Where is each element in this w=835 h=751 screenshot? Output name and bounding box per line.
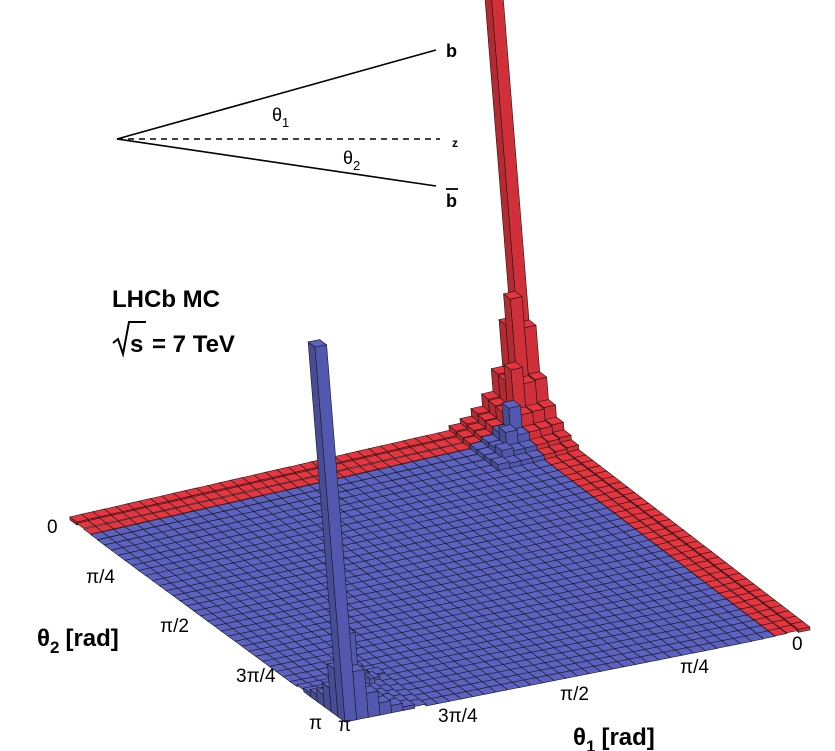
histogram-bin: [536, 399, 557, 408]
histogram-bin: [448, 422, 469, 432]
histogram-bin: [502, 290, 523, 300]
histogram-bin: [484, 418, 505, 427]
histogram-bin: [521, 423, 542, 433]
b-quark-line: [116, 49, 437, 140]
histogram-bin: [551, 429, 572, 439]
histogram-bin: [544, 416, 565, 426]
histogram-bin: [307, 339, 328, 348]
histogram-bin: [490, 456, 511, 465]
histogram-bin: [503, 361, 524, 371]
theta1-angle-label: θ1: [272, 105, 289, 130]
histogram-bin: [540, 433, 561, 442]
theta2-tick-2: π/2: [160, 616, 189, 637]
theta1-tick-1: π/4: [680, 657, 709, 678]
histogram-bin: [498, 424, 518, 433]
theta1-axis: 0 π/4 π/2 3π/4 π θ1 [rad]: [338, 634, 803, 751]
histogram-bin: [494, 442, 515, 451]
z-axis-label: z: [452, 136, 458, 150]
theta1-axis-title: θ1 [rad]: [573, 724, 655, 751]
annotation-line1: LHCb MC: [112, 286, 220, 313]
histogram-bin: [778, 624, 799, 634]
histogram-bin: [75, 520, 96, 529]
histogram-bin: [527, 371, 548, 381]
histogram-bin: [532, 420, 553, 430]
theta2-axis-title: θ2 [rad]: [37, 625, 119, 657]
histogram-bin: [536, 446, 557, 456]
histogram-bin: [501, 399, 522, 409]
theta1-tick-3: 3π/4: [438, 706, 478, 727]
histogram-bin: [69, 513, 89, 523]
sqrt-symbol: [112, 321, 146, 358]
theta1-tick-0: 0: [792, 634, 803, 655]
theta1-tick-4: π: [338, 715, 351, 736]
annotation-sqrt-arg: s: [130, 331, 143, 358]
annotation-energy: = 7 TeV: [152, 331, 235, 358]
histogram-bin: [790, 621, 811, 630]
theta2-angle-label: θ2: [343, 148, 360, 173]
histogram-bin: [466, 422, 487, 431]
theta2-tick-4: π: [309, 713, 322, 734]
histogram-bin: [477, 412, 498, 421]
angle-diagram: b b z θ1 θ2: [116, 41, 458, 211]
theta2-tick-0: 0: [47, 517, 58, 538]
theta1-tick-2: π/2: [560, 684, 589, 705]
theta2-tick-1: π/4: [86, 567, 115, 588]
histogram-bin: [470, 405, 491, 415]
histogram-bin: [480, 390, 501, 400]
experiment-annotation: LHCb MC s = 7 TeV: [112, 286, 235, 358]
bbar-quark-label: b: [446, 191, 457, 211]
theta2-tick-3: 3π/4: [236, 666, 276, 687]
b-quark-label: b: [446, 41, 457, 61]
histogram-bin: [524, 403, 545, 412]
histogram-bin: [455, 429, 476, 439]
histogram-bin: [547, 443, 568, 452]
histogram-bin: [462, 435, 483, 445]
theta2-axis: 0 π/4 π/2 3π/4 π θ2 [rad]: [37, 517, 322, 734]
histogram-surface: [69, 0, 811, 723]
histogram-bin: [459, 415, 480, 425]
histogram-bar-side: [365, 690, 381, 718]
histogram-bin: [82, 526, 103, 535]
histogram-bin: [559, 439, 580, 449]
bbar-quark-line: [116, 138, 437, 187]
